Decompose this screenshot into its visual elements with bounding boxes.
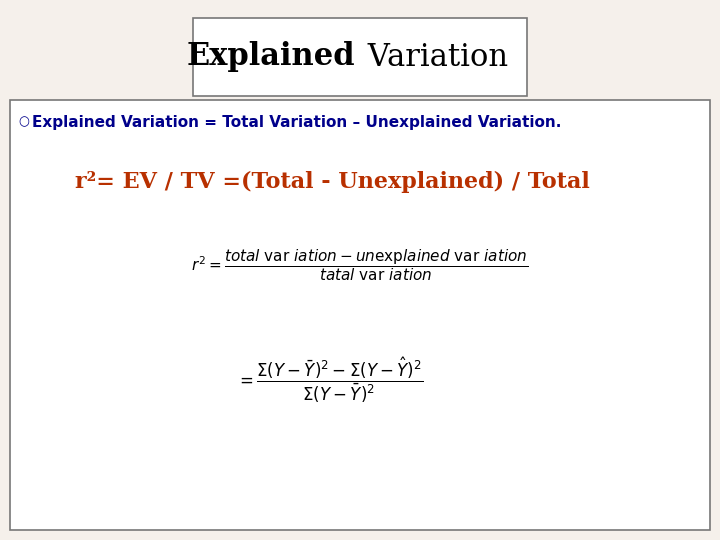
Text: ○: ○ bbox=[18, 116, 29, 129]
Bar bbox=[10, 100, 710, 530]
Text: Explained: Explained bbox=[186, 42, 355, 72]
Text: $= \dfrac{\Sigma(Y - \bar{Y})^2 - \Sigma(Y - \hat{Y})^2}{\Sigma(Y - \bar{Y})^2}$: $= \dfrac{\Sigma(Y - \bar{Y})^2 - \Sigma… bbox=[236, 355, 423, 404]
Text: Variation: Variation bbox=[358, 42, 508, 72]
Text: Explained Variation = Total Variation – Unexplained Variation.: Explained Variation = Total Variation – … bbox=[32, 114, 562, 130]
Text: $r^2 = \dfrac{\mathit{total}\ \mathrm{var}\ \mathit{iation} - \mathit{un}\mathrm: $r^2 = \dfrac{\mathit{total}\ \mathrm{va… bbox=[192, 247, 528, 283]
Text: r²= EV / TV =(Total - Unexplained) / Total: r²= EV / TV =(Total - Unexplained) / Tot… bbox=[75, 171, 590, 193]
Bar bbox=[193, 18, 527, 96]
